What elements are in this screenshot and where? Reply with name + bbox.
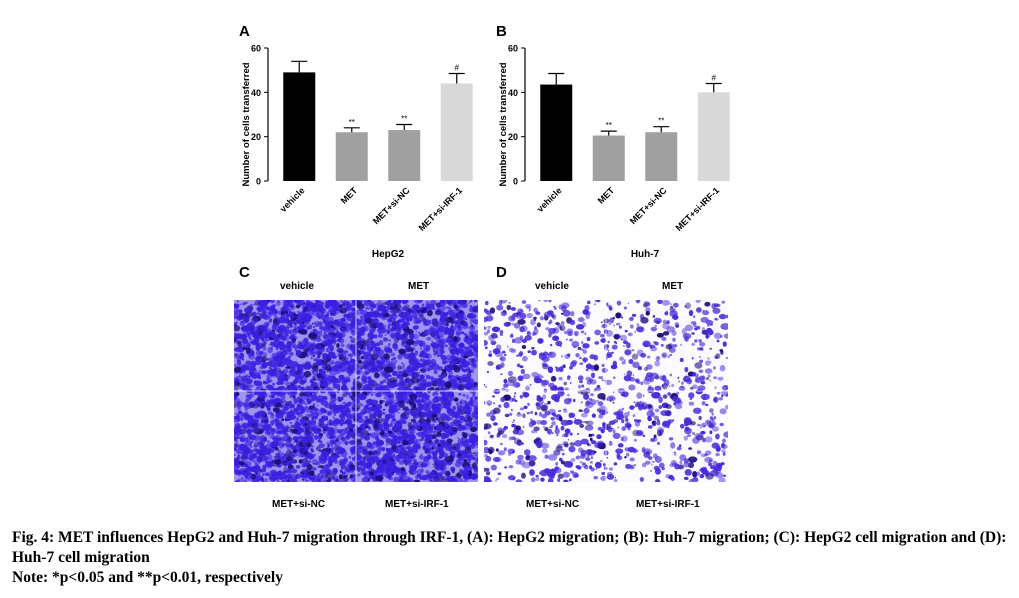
significance-mark: ** [401,114,407,123]
y-tick-label: 0 [256,177,261,187]
figure-caption: Fig. 4: MET influences HepG2 and Huh-7 m… [12,528,1007,588]
bar [645,132,678,181]
label-c-vehicle: vehicle [280,281,314,292]
y-tick-label: 40 [251,88,261,98]
micrograph-huh7 [484,300,728,482]
bar [592,135,625,181]
category-label: MET+si-NC [371,185,412,226]
bar-chart-hepg2: 0 20 40 60 Number of cells transferred vehicl… [241,44,473,260]
category-label: MET+si-IRF-1 [417,185,465,233]
significance-mark: ** [606,121,612,130]
label-d-vehicle: vehicle [535,281,569,292]
y-tick-label: 20 [251,132,261,142]
bar [335,132,368,181]
bar [540,84,573,181]
bar [388,130,421,181]
y-tick-label: 20 [508,132,518,142]
significance-mark: # [712,73,717,82]
panel-letter-b: B [496,23,507,40]
caption-note: Note: *p<0.05 and **p<0.01, respectively [12,569,283,586]
bar [697,92,730,181]
panel-letter-d: D [496,264,507,281]
panel-letter-a: A [239,23,250,40]
label-c-met-si-irf1: MET+si-IRF-1 [385,499,449,510]
x-axis-label: Huh-7 [631,249,660,260]
category-label: vehicle [278,185,307,214]
bar [440,83,473,181]
y-tick-label: 60 [508,44,518,54]
x-axis-label: HepG2 [372,249,405,260]
category-label: MET+si-NC [628,185,669,226]
label-c-met: MET [408,281,430,292]
significance-mark: ** [658,117,664,126]
significance-mark: ** [349,118,355,127]
category-label: MET [339,185,360,206]
bar-chart-huh7: 0 20 40 60 Number of cells transferred vehicl… [498,44,730,260]
micrograph-hepg2 [234,300,478,482]
y-axis-label: Number of cells transferred [498,62,509,186]
y-tick-label: 0 [513,177,518,187]
label-d-met-si-nc: MET+si-NC [526,499,580,510]
label-d-met: MET [662,281,684,292]
y-tick-label: 40 [508,88,518,98]
caption-text: Fig. 4: MET influences HepG2 and Huh-7 m… [12,529,1007,566]
category-label: MET+si-IRF-1 [674,185,722,233]
significance-mark: # [455,63,460,72]
category-label: MET [596,185,617,206]
bar [283,72,316,181]
label-d-met-si-irf1: MET+si-IRF-1 [636,499,700,510]
label-c-met-si-nc: MET+si-NC [272,499,326,510]
category-label: vehicle [535,185,564,214]
y-axis-label: Number of cells transferred [241,62,252,186]
panel-letter-c: C [239,264,250,281]
y-tick-label: 60 [251,44,261,54]
